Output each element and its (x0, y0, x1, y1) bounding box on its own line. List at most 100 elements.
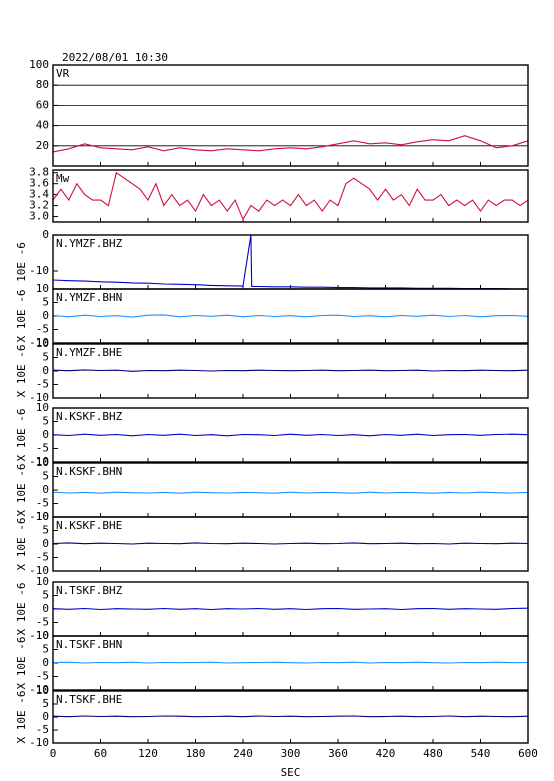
y-tick-label: -10 (29, 455, 49, 468)
y-tick-label: -10 (29, 510, 49, 523)
x-tick-label: 600 (518, 747, 538, 760)
trace-label: N.KSKF.BHE (56, 519, 122, 532)
y-tick-label: -5 (36, 378, 49, 391)
y-axis-label: X 10E -6 (15, 583, 28, 636)
x-tick-label: 240 (233, 747, 253, 760)
y-tick-label: -5 (36, 723, 49, 736)
trace-label: N.TSKF.BHN (56, 638, 122, 651)
trace-label: VR (56, 67, 70, 80)
y-tick-label: 0 (42, 656, 49, 669)
y-axis-label: X 10E -6 (15, 345, 28, 398)
y-tick-label: -10 (29, 391, 49, 404)
y-tick-label: -5 (36, 323, 49, 336)
panel-frame (52, 516, 529, 572)
y-tick-label: 0 (42, 483, 49, 496)
trace-label: N.YMZF.BHZ (56, 237, 123, 250)
y-tick-label: 10 (36, 337, 49, 350)
y-tick-label: 10 (36, 456, 49, 469)
y-tick-label: -5 (36, 551, 49, 564)
x-tick-label: 420 (376, 747, 396, 760)
y-tick-label: 10 (36, 684, 49, 697)
y-tick-label: 40 (36, 119, 49, 132)
trace (52, 491, 529, 494)
y-tick-label: -5 (36, 497, 49, 510)
y-tick-label: -10 (29, 264, 49, 277)
y-tick-label: 3.6 (29, 177, 49, 190)
x-axis-label: SEC (281, 766, 301, 779)
x-tick-label: 300 (281, 747, 301, 760)
y-tick-label: -5 (36, 442, 49, 455)
x-tick-label: 480 (423, 747, 443, 760)
y-tick-label: 10 (36, 401, 49, 414)
trace (52, 135, 529, 153)
panel-frame (52, 690, 529, 744)
y-tick-label: 0 (42, 309, 49, 322)
chart-title: 2022/08/01 10:30 (62, 51, 168, 64)
y-tick-label: -10 (29, 336, 49, 349)
trace-label: N.KSKF.BHN (56, 465, 122, 478)
y-tick-label: -5 (36, 670, 49, 683)
trace (52, 542, 529, 545)
y-tick-label: 0 (42, 710, 49, 723)
y-tick-label: 10 (36, 575, 49, 588)
y-axis-label: X 10E -6 (15, 409, 28, 462)
trace-label: N.TSKF.BHZ (56, 584, 123, 597)
y-axis-label: X 10E -6 (15, 464, 28, 517)
y-tick-label: 0 (42, 602, 49, 615)
y-axis-label: X 10E -6 (15, 637, 28, 690)
y-tick-label: 100 (29, 58, 49, 71)
panel-frame (52, 635, 529, 691)
x-tick-label: 540 (471, 747, 491, 760)
trace (52, 314, 529, 318)
y-tick-label: 80 (36, 78, 49, 91)
trace (52, 234, 528, 290)
trace (52, 607, 529, 611)
x-tick-label: 180 (186, 747, 206, 760)
y-tick-label: 0 (42, 428, 49, 441)
x-tick-label: 0 (50, 747, 57, 760)
y-tick-label: 3.4 (29, 188, 49, 201)
y-tick-label: 0 (42, 228, 49, 241)
y-tick-label: -10 (29, 564, 49, 577)
y-tick-label: 10 (36, 629, 49, 642)
trace (52, 715, 529, 718)
y-tick-label: 10 (36, 510, 49, 523)
y-tick-label: 5 (42, 470, 49, 483)
y-tick-label: 5 (42, 351, 49, 364)
y-tick-label: 0 (42, 364, 49, 377)
trace (52, 433, 529, 437)
y-axis-label: X 10E -6 (15, 691, 28, 744)
trace-label: Mw (56, 172, 70, 185)
y-axis-label: X 10E -6 (15, 290, 28, 343)
panel-frame (52, 234, 529, 290)
x-tick-label: 360 (328, 747, 348, 760)
y-tick-label: 60 (36, 98, 49, 111)
y-tick-label: 5 (42, 697, 49, 710)
trace (52, 661, 529, 664)
panel-frame (52, 462, 529, 518)
y-tick-label: 3.0 (29, 210, 49, 223)
y-tick-label: 3.2 (29, 199, 49, 212)
y-tick-label: 20 (36, 139, 49, 152)
y-axis-label: 10E -6 (15, 242, 28, 282)
trace-label: N.TSKF.BHE (56, 693, 122, 706)
x-tick-label: 60 (94, 747, 107, 760)
y-tick-label: -10 (29, 629, 49, 642)
panel-frame (52, 407, 529, 463)
trace-label: N.KSKF.BHZ (56, 410, 123, 423)
y-tick-label: 5 (42, 643, 49, 656)
y-axis-label: X 10E -6 (15, 518, 28, 571)
trace (52, 171, 529, 221)
y-tick-label: 0 (42, 537, 49, 550)
panel-frame (52, 64, 529, 167)
x-tick-label: 120 (138, 747, 158, 760)
y-tick-label: 5 (42, 524, 49, 537)
trace (52, 369, 529, 372)
panel-frame (52, 169, 529, 223)
y-tick-label: -10 (29, 736, 49, 749)
panel-frame (52, 343, 529, 399)
y-tick-label: 10 (36, 282, 49, 295)
y-tick-label: -10 (29, 683, 49, 696)
trace-label: N.YMZF.BHE (56, 346, 122, 359)
